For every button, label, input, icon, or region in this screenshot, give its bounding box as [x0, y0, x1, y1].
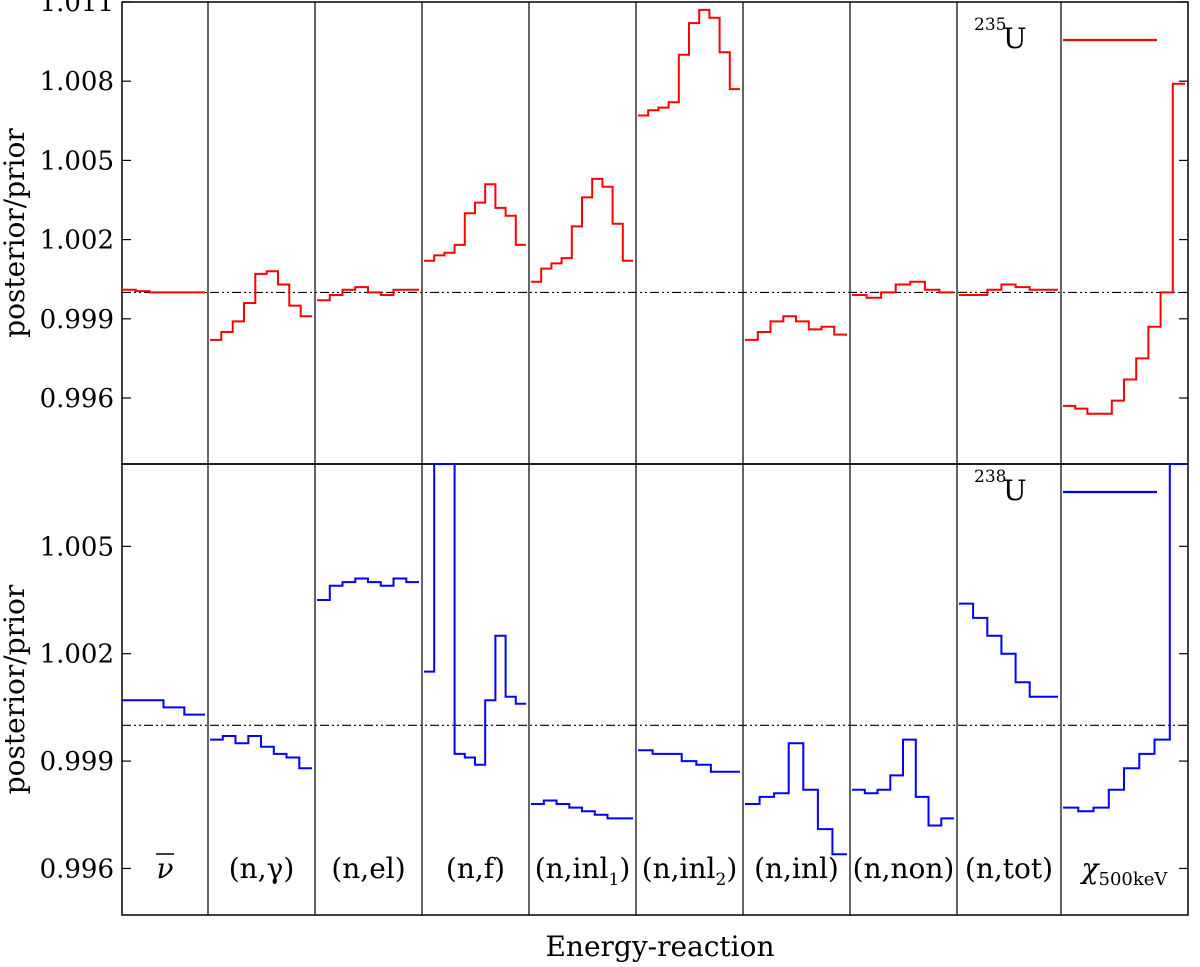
y-axis-label: posterior/prior [0, 584, 31, 794]
category-label: (n,inl2) [642, 852, 738, 890]
category-label: (n,el) [331, 852, 405, 885]
legend-isotope-symbol: U [1003, 474, 1027, 507]
series-line-235-1 [210, 270, 312, 341]
series-line-235-4 [531, 177, 633, 283]
y-tick-label: 0.996 [40, 384, 114, 414]
series-line-235-9 [1063, 82, 1185, 415]
series-line-238-3 [424, 463, 526, 766]
series-line-238-6 [745, 742, 847, 856]
series-line-238-8 [959, 602, 1058, 698]
category-label: χ500keV [1080, 852, 1169, 890]
series-line-238-2 [317, 577, 419, 601]
y-tick-label: 1.002 [40, 226, 114, 256]
category-label: (n,f) [446, 852, 505, 885]
y-tick-label: 1.005 [40, 146, 114, 176]
series-line-235-5 [638, 8, 740, 117]
category-label: (n,γ) [229, 852, 295, 885]
top-panel-u235: 0.996 0.999 1.002 1.005 1.008 1.011 posterior/… [0, 0, 1189, 465]
y-tick-label: 0.996 [40, 854, 114, 884]
series-line-238-7 [852, 738, 954, 827]
y-tick-label: 1.005 [40, 532, 114, 562]
series-line-235-3 [424, 183, 526, 262]
category-label: (n,non) [853, 852, 955, 885]
y-tick-label: 1.008 [40, 67, 114, 97]
panel-frame [121, 1, 1189, 465]
series-line-235-6 [745, 315, 847, 341]
series-line-238-0 [122, 699, 205, 716]
series-line-235-8 [959, 283, 1058, 296]
series-line-238-4 [531, 799, 633, 820]
panel-frame [121, 463, 1189, 916]
series-line-235-7 [852, 280, 954, 299]
legend-isotope-mass: 238 [974, 467, 1006, 487]
y-tick-label: 0.999 [40, 747, 114, 777]
category-label: (n,tot) [965, 852, 1053, 885]
series-line-235-0 [122, 288, 205, 294]
series-line-235-2 [317, 286, 419, 302]
y-axis-label: posterior/prior [0, 128, 31, 338]
legend-isotope-mass: 235 [974, 15, 1006, 35]
category-label: ν [156, 852, 173, 885]
series-line-238-1 [210, 735, 312, 770]
y-tick-label: 0.999 [40, 305, 114, 335]
legend-isotope-symbol: U [1003, 22, 1027, 55]
x-axis-label: Energy-reaction [545, 930, 774, 963]
series-line-238-5 [638, 749, 740, 773]
series-line-238-9 [1063, 463, 1185, 813]
bottom-panel-u238: 0.9960.9991.0021.005posterior/prior238Uν… [0, 463, 1189, 916]
y-tick-label: 1.011 [40, 0, 114, 18]
category-label: (n,inl) [754, 852, 839, 885]
y-tick-label: 1.002 [40, 640, 114, 670]
category-label: (n,inl1) [535, 852, 631, 890]
